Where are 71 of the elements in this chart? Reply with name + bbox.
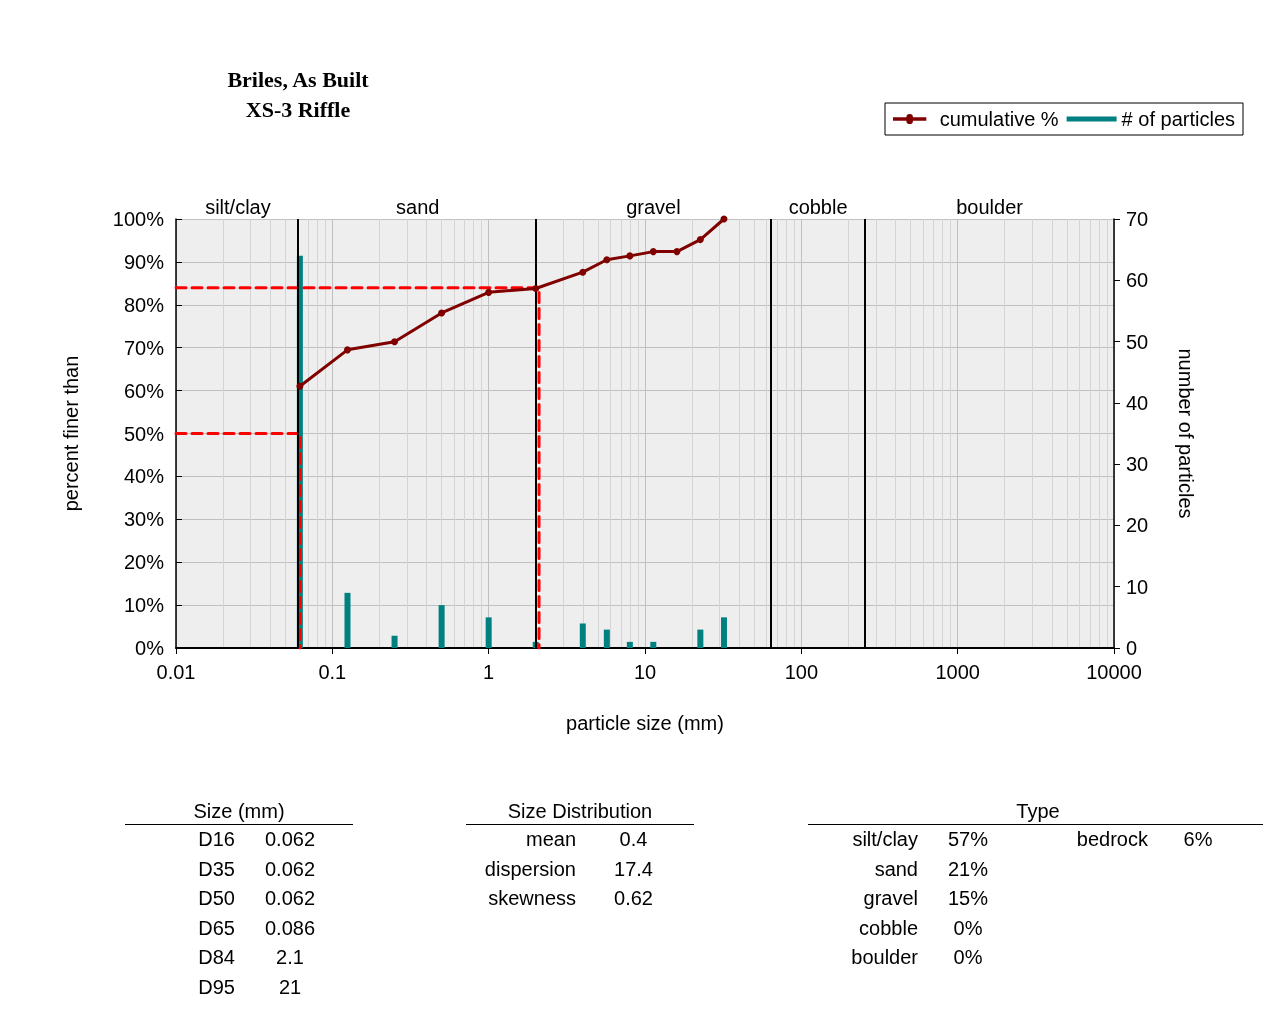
legend-label: cumulative %	[939, 108, 1059, 130]
y-tick-label: 70%	[123, 336, 165, 359]
text: D84	[197, 946, 235, 969]
y2-tick-label: 20	[1126, 514, 1149, 537]
x-tick-label: 10	[633, 661, 657, 683]
text: boulder	[850, 946, 918, 969]
text: skewness	[487, 887, 576, 910]
y-tick-label: 30%	[123, 508, 165, 531]
text: 0.062	[263, 887, 317, 910]
x-axis-title: particle size (mm)	[566, 712, 724, 734]
text: D65	[197, 916, 235, 940]
text: 57%	[947, 828, 989, 851]
x-tick-label: 100	[784, 661, 819, 683]
y2-tick-label: 40	[1126, 391, 1149, 414]
y-tick-label: 10%	[123, 594, 165, 617]
text: D95	[197, 975, 235, 999]
y-tick-label: 50%	[123, 422, 165, 445]
x-tick-label: 1	[483, 661, 495, 683]
text: Type	[808, 798, 1263, 825]
y2-tick-label: 60	[1126, 269, 1149, 292]
text: sand	[873, 857, 918, 881]
text: D35	[197, 857, 235, 881]
text: 2.1	[275, 946, 305, 969]
y-tick-label: 40%	[123, 465, 165, 488]
y2-tick-label: 50	[1126, 330, 1149, 353]
x-tick-label: 0.1	[318, 661, 347, 683]
text: 0.086	[263, 916, 317, 940]
text: 0%	[952, 916, 984, 940]
text: dispersion	[483, 857, 576, 881]
y-tick-label: 0%	[135, 637, 165, 659]
text: cobble	[858, 916, 918, 940]
x-tick-label: 0.01	[156, 661, 196, 683]
legend-label: # of particles	[1121, 108, 1235, 130]
text: 0.4	[618, 828, 649, 851]
text: 21	[277, 975, 303, 999]
text: 0.062	[263, 828, 317, 851]
x-tick-label: 10000	[1086, 661, 1142, 683]
text: gravel	[626, 195, 681, 218]
text: 15%	[947, 887, 989, 910]
y2-tick-label: 30	[1126, 453, 1149, 476]
y-tick-label: 90%	[123, 250, 165, 273]
text: cobble	[788, 195, 848, 218]
y-tick-label: 100%	[112, 208, 165, 230]
text: boulder	[956, 195, 1024, 218]
y-tick-label: 80%	[123, 293, 165, 316]
y-tick-label: 20%	[123, 551, 165, 574]
y2-axis-title: number of particles	[1175, 348, 1197, 519]
text: sand	[396, 195, 440, 218]
text: Size Distribution	[466, 798, 694, 825]
text: 0.062	[263, 857, 317, 881]
y2-tick-label: 0	[1126, 637, 1138, 659]
y-tick-label: 60%	[123, 379, 165, 402]
chart-subtitle: XS-3 Riffle	[245, 96, 351, 122]
text: 0%	[952, 946, 984, 969]
text: silt/clay	[205, 195, 271, 218]
text: mean	[524, 828, 576, 851]
y2-tick-label: 10	[1126, 575, 1149, 598]
text: 6%	[1182, 828, 1214, 851]
text: 0.62	[613, 887, 654, 910]
text: D50	[197, 887, 235, 910]
text: bedrock	[1075, 828, 1148, 851]
text: gravel	[862, 887, 918, 910]
text: 17.4	[613, 857, 654, 881]
chart-title: Briles, As Built	[227, 66, 370, 92]
text: D16	[197, 828, 235, 851]
text: Size (mm)	[125, 798, 353, 825]
text: 21%	[947, 857, 989, 881]
y-axis-title: percent finer than	[60, 355, 82, 512]
x-tick-label: 1000	[935, 661, 980, 683]
text: silt/clay	[851, 828, 918, 851]
y2-tick-label: 70	[1126, 208, 1149, 230]
